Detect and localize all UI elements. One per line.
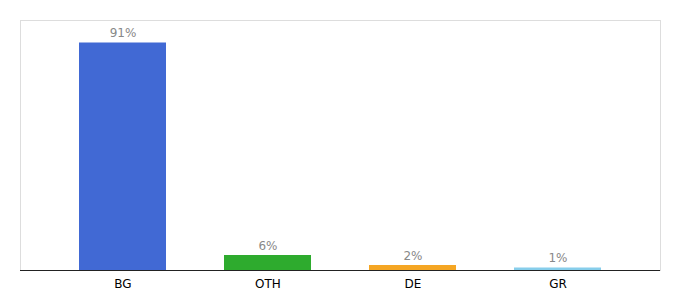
svg-text:91%: 91% <box>110 26 137 40</box>
svg-text:OTH: OTH <box>255 277 281 291</box>
svg-text:6%: 6% <box>258 239 277 253</box>
svg-text:1%: 1% <box>548 251 567 265</box>
svg-text:DE: DE <box>405 277 422 291</box>
svg-text:BG: BG <box>114 277 131 291</box>
svg-text:GR: GR <box>549 277 567 291</box>
svg-text:2%: 2% <box>403 249 422 263</box>
